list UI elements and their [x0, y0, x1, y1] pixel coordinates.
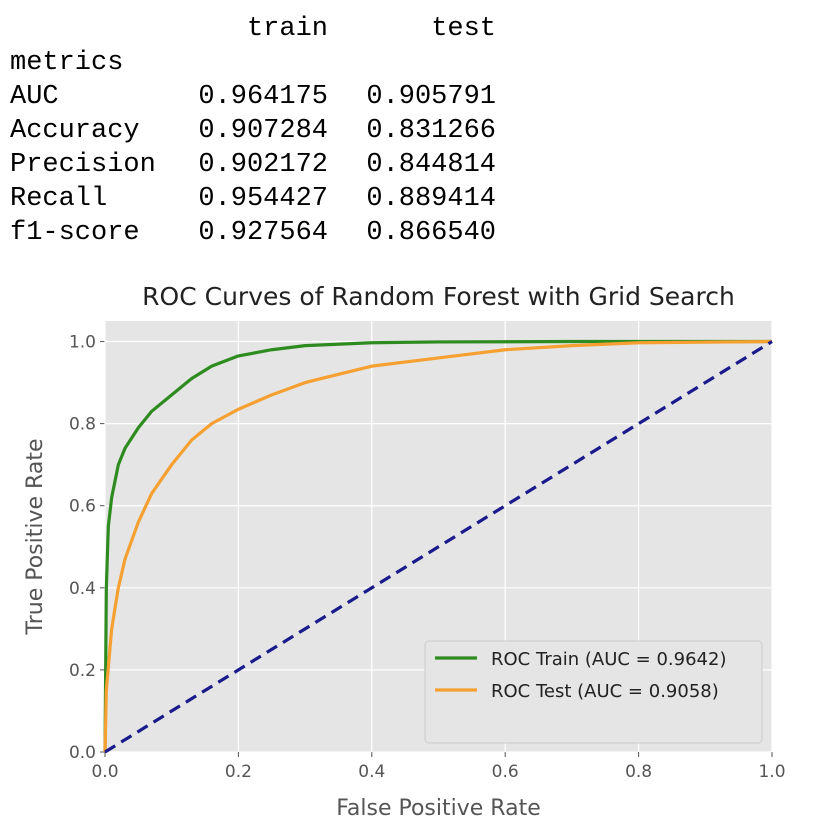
cell: 0.889414 [366, 184, 496, 214]
row-label: Precision [10, 150, 156, 180]
x-tick-label: 0.0 [91, 762, 118, 782]
index-name: metrics [10, 48, 123, 78]
x-axis-label: False Positive Rate [336, 796, 540, 821]
x-tick-label: 0.8 [625, 762, 652, 782]
chart-title: ROC Curves of Random Forest with Grid Se… [142, 282, 735, 311]
x-tick-label: 0.2 [225, 762, 252, 782]
y-tick-label: 0.0 [69, 743, 96, 763]
row-label: f1-score [10, 218, 140, 248]
cell: 0.964175 [198, 82, 328, 112]
x-tick-label: 1.0 [758, 762, 785, 782]
row-label: Accuracy [10, 116, 140, 146]
column-header: test [431, 14, 496, 44]
cell: 0.902172 [198, 150, 328, 180]
legend-label: ROC Train (AUC = 0.9642) [491, 649, 727, 670]
row-label: Recall [10, 184, 107, 214]
roc-line [103, 339, 773, 753]
y-tick-label: 0.2 [69, 661, 96, 681]
x-tick-label: 0.4 [358, 762, 385, 782]
y-tick-label: 0.4 [69, 579, 96, 599]
column-header: train [247, 14, 328, 44]
roc-line [103, 339, 772, 753]
x-tick-label: 0.6 [492, 762, 519, 782]
y-tick-label: 1.0 [69, 333, 96, 353]
cell: 0.866540 [366, 218, 496, 248]
legend-label: ROC Test (AUC = 0.9058) [491, 681, 719, 702]
y-tick-label: 0.6 [69, 497, 96, 517]
row-label: AUC [10, 82, 59, 112]
cell: 0.905791 [366, 82, 496, 112]
y-tick-label: 0.8 [69, 415, 96, 435]
cell: 0.831266 [366, 116, 496, 146]
roc-line [104, 340, 773, 754]
cell: 0.954427 [198, 184, 328, 214]
cell: 0.927564 [198, 218, 328, 248]
cell: 0.907284 [198, 116, 328, 146]
y-axis-label: True Positive Rate [23, 439, 48, 636]
legend-box [424, 640, 763, 744]
cell: 0.844814 [366, 150, 496, 180]
